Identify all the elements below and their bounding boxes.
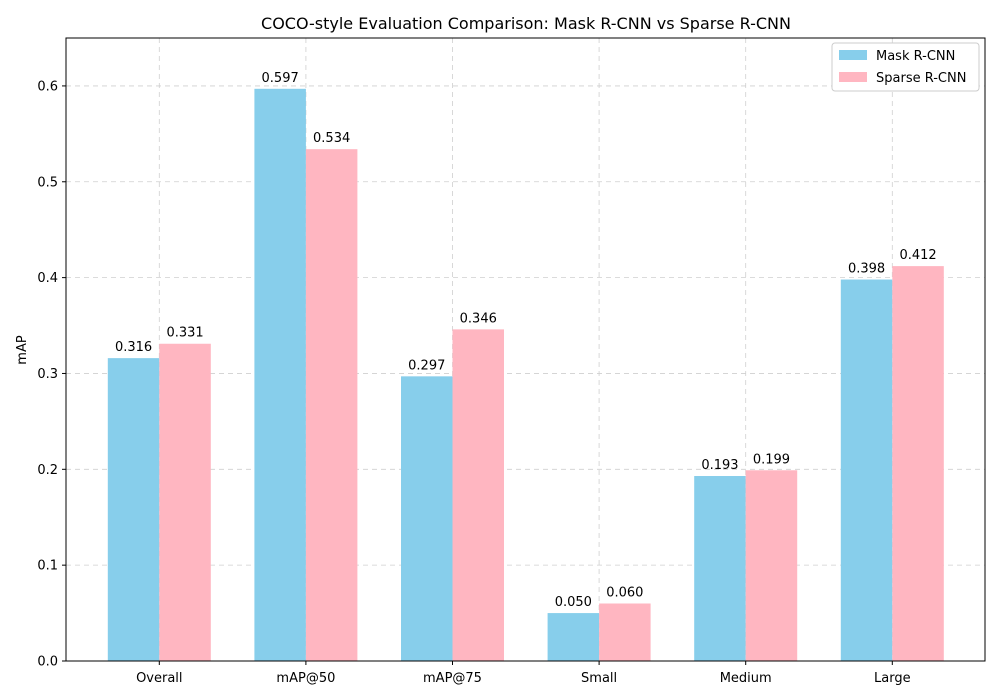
- x-tick-label-small: Small: [581, 671, 617, 686]
- bars: [107, 88, 944, 662]
- bar-mask-r-cnn-large: [840, 279, 893, 661]
- y-tick-label: 0.5: [37, 175, 58, 190]
- data-label-sparse-r-cnn-small: 0.060: [606, 585, 643, 600]
- data-label-sparse-r-cnn-map-75: 0.346: [460, 311, 497, 326]
- y-tick-label: 0.3: [37, 367, 58, 382]
- y-tick-label: 0.6: [37, 79, 58, 94]
- bar-mask-r-cnn-small: [547, 613, 600, 661]
- data-label-mask-r-cnn-medium: 0.193: [701, 458, 738, 473]
- legend: Mask R-CNN Sparse R-CNN: [831, 42, 980, 92]
- x-tick-label-map-75: mAP@75: [423, 671, 482, 686]
- y-axis-label: mAP: [15, 335, 30, 365]
- legend-swatch-sparse-rcnn: [839, 72, 867, 82]
- data-label-mask-r-cnn-small: 0.050: [555, 595, 592, 610]
- bar-sparse-r-cnn-overall: [159, 343, 211, 661]
- x-tick-label-large: Large: [874, 671, 911, 686]
- y-tick-label: 0.1: [37, 559, 58, 574]
- value-labels: 0.316 0.331 0.597 0.534 0.297 0.346 0.050 0.060…: [115, 71, 937, 610]
- data-label-sparse-r-cnn-medium: 0.199: [753, 452, 790, 467]
- data-label-sparse-r-cnn-map-50: 0.534: [313, 131, 350, 146]
- y-axis-ticks: 0.0 0.1 0.2 0.3 0.4 0.5 0.6: [37, 79, 66, 670]
- y-tick-label: 0.0: [37, 655, 58, 670]
- bar-sparse-r-cnn-map-75: [452, 329, 504, 661]
- legend-label-mask-rcnn: Mask R-CNN: [876, 49, 955, 64]
- x-tick-label-overall: Overall: [136, 671, 182, 686]
- x-tick-label-medium: Medium: [720, 671, 772, 686]
- data-label-mask-r-cnn-map-50: 0.597: [262, 71, 299, 86]
- bar-mask-r-cnn-map-50: [254, 88, 306, 661]
- plot-frame: [65, 37, 986, 662]
- legend-label-sparse-rcnn: Sparse R-CNN: [876, 71, 966, 86]
- data-label-mask-r-cnn-large: 0.398: [848, 262, 885, 277]
- data-label-sparse-r-cnn-large: 0.412: [899, 248, 936, 263]
- data-label-sparse-r-cnn-overall: 0.331: [166, 326, 203, 341]
- data-label-mask-r-cnn-overall: 0.316: [115, 340, 152, 355]
- bar-mask-r-cnn-overall: [107, 358, 160, 661]
- x-axis-ticks: Overall mAP@50 mAP@75 Small Medium Large: [136, 661, 911, 686]
- bar-sparse-r-cnn-small: [599, 603, 651, 661]
- bar-sparse-r-cnn-medium: [745, 470, 798, 661]
- gridlines: [66, 38, 985, 662]
- bar-mask-r-cnn-medium: [694, 476, 746, 661]
- chart-title: COCO-style Evaluation Comparison: Mask R…: [261, 14, 791, 33]
- legend-swatch-mask-rcnn: [839, 50, 867, 60]
- legend-box: [831, 42, 980, 92]
- bar-sparse-r-cnn-large: [892, 266, 944, 661]
- data-label-mask-r-cnn-map-75: 0.297: [408, 358, 445, 373]
- bar-sparse-r-cnn-map-50: [305, 149, 358, 662]
- x-tick-label-map-50: mAP@50: [276, 671, 335, 686]
- bar-mask-r-cnn-map-75: [401, 376, 453, 661]
- y-tick-label: 0.4: [37, 271, 58, 286]
- y-tick-label: 0.2: [37, 463, 58, 478]
